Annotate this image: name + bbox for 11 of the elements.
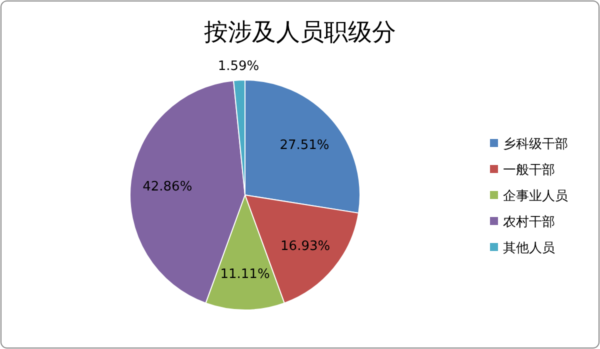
legend-label: 乡科级干部 — [503, 137, 568, 152]
legend-label: 企事业人员 — [503, 189, 568, 204]
data-label: 11.11% — [220, 267, 270, 282]
data-label: 16.93% — [280, 238, 330, 254]
legend-label: 农村干部 — [503, 215, 555, 230]
chart-title: 按涉及人员职级分 — [204, 18, 396, 46]
legend-label: 其他人员 — [503, 241, 555, 256]
data-label: 42.86% — [142, 179, 192, 194]
legend-label: 一般干部 — [503, 163, 555, 178]
data-label: 1.59% — [218, 59, 260, 74]
data-label: 27.51% — [280, 138, 330, 154]
